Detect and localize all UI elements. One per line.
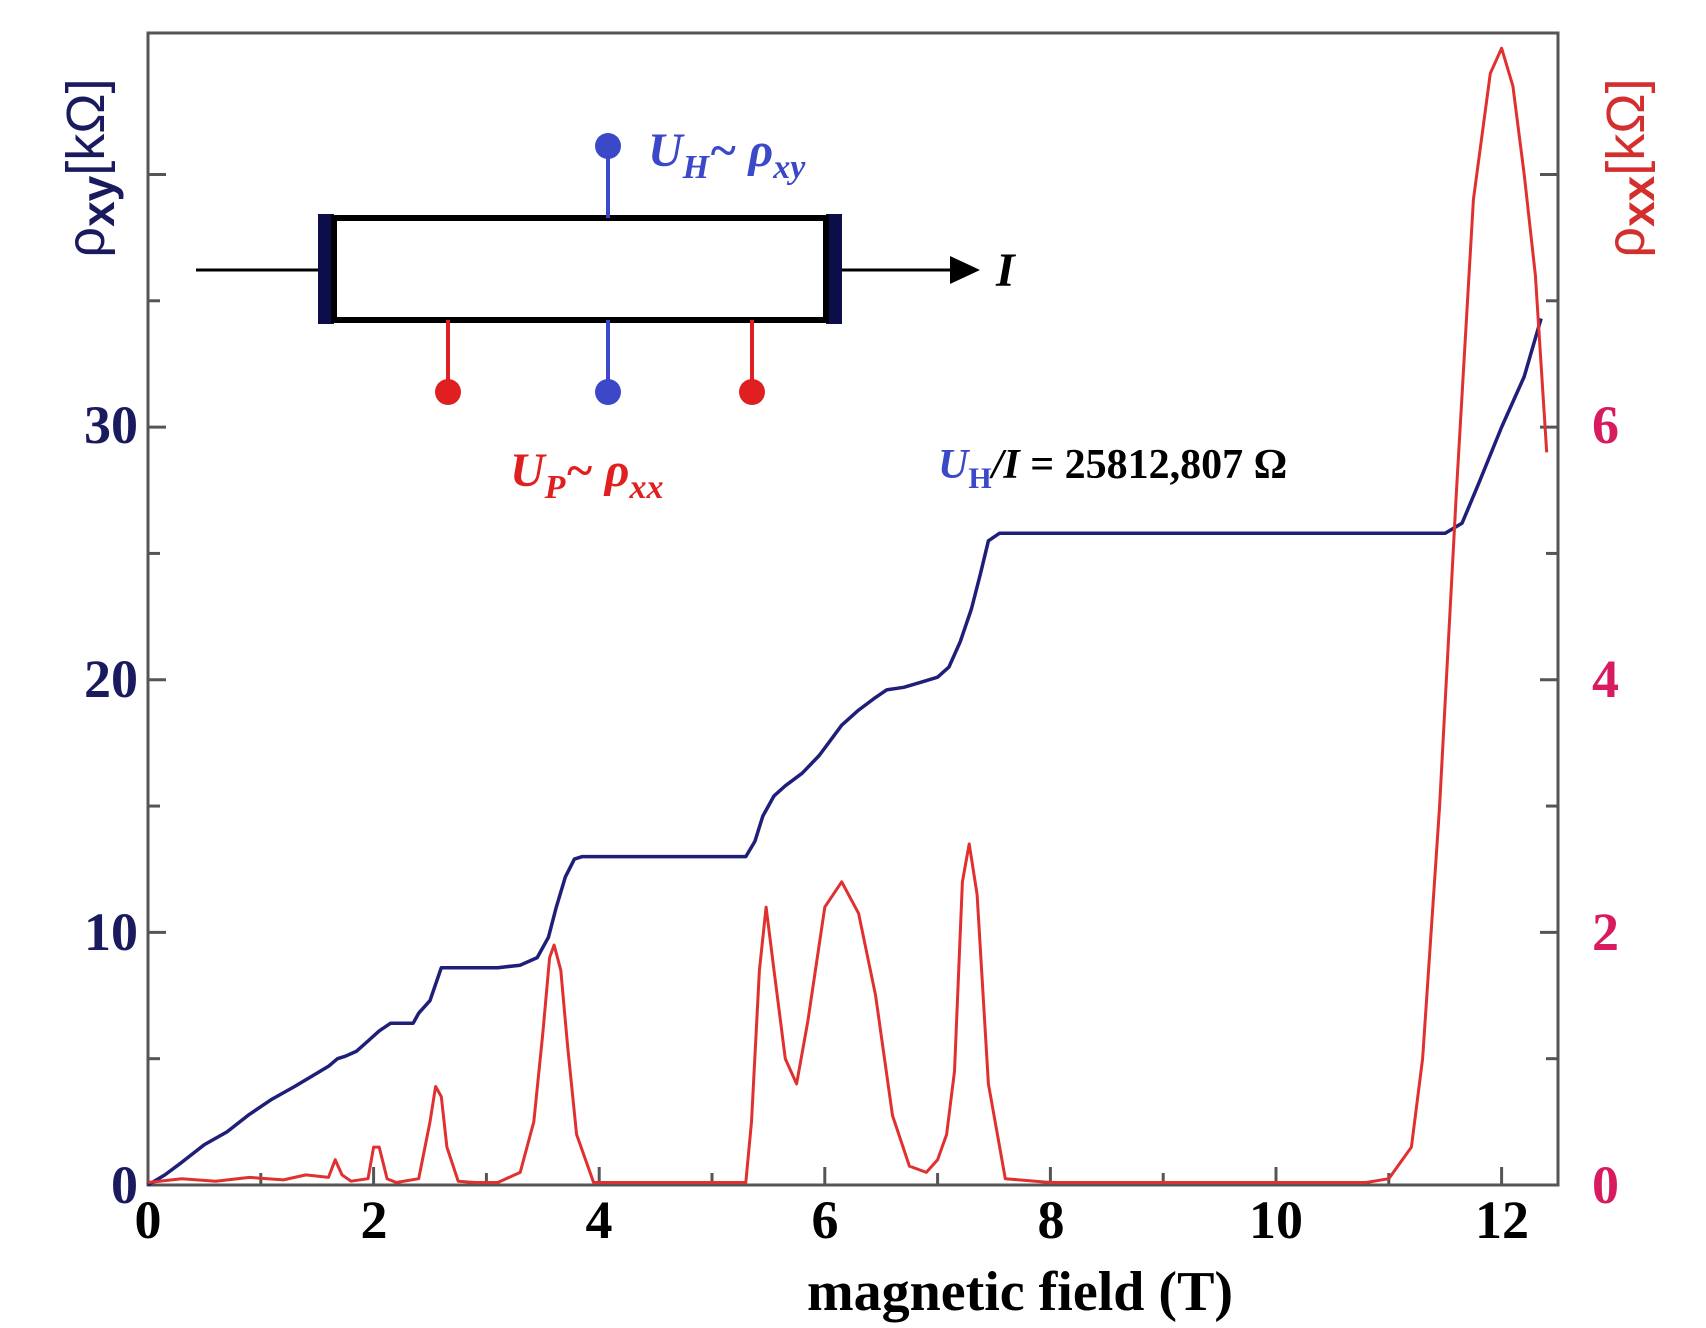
y-right-tick-label: 0 xyxy=(1592,1155,1619,1215)
y-right-axis-label: ρxx[kΩ] xyxy=(1596,78,1664,257)
annotation-i: I xyxy=(1002,442,1021,488)
x-tick-labels: 0 2 4 6 8 10 12 xyxy=(135,1190,1530,1250)
hall-voltage-symbol: U xyxy=(648,124,685,177)
annotation-sub: H xyxy=(968,462,991,495)
rho-xy-series-line xyxy=(147,318,1543,1187)
hall-contact-top-dot xyxy=(595,133,621,159)
y-left-tick-label: 0 xyxy=(111,1155,138,1215)
annotation-slash: / xyxy=(989,442,1007,488)
rho-xx-series-line xyxy=(147,46,1549,1184)
y-right-axis-symbol: ρ xyxy=(1596,227,1656,258)
long-voltage-label: UP~ ρxx xyxy=(510,444,664,506)
x-tick-label: 0 xyxy=(135,1190,162,1250)
y-right-tick-label: 6 xyxy=(1592,395,1619,455)
hall-voltage-relation-subscript: xy xyxy=(772,149,806,186)
x-tick-label: 8 xyxy=(1038,1190,1065,1250)
long-voltage-relation: ~ ρ xyxy=(565,444,629,497)
plot-frame xyxy=(146,31,1560,1187)
y-right-axis-unit: [kΩ] xyxy=(1596,78,1656,175)
hall-bar-schematic: I UH~ ρxy UP~ ρxx xyxy=(196,124,1017,506)
long-contact-left-dot xyxy=(435,379,461,405)
hall-voltage-label: UH~ ρxy xyxy=(648,124,806,186)
tick-marks xyxy=(146,172,1558,1187)
x-tick-label: 12 xyxy=(1475,1190,1529,1250)
left-contact-pad xyxy=(318,214,334,324)
hall-bar xyxy=(331,215,829,323)
y-right-tick-labels: 0 2 4 6 xyxy=(1592,395,1619,1215)
long-voltage-relation-subscript: xx xyxy=(629,469,664,506)
annotation-u: U xyxy=(938,442,971,488)
y-left-tick-label: 20 xyxy=(84,649,138,709)
x-tick-label: 6 xyxy=(812,1190,839,1250)
x-tick-label: 10 xyxy=(1249,1190,1303,1250)
plateau-annotation: UH/I = 25812,807 Ω xyxy=(938,442,1287,495)
y-left-tick-label: 30 xyxy=(84,395,138,455)
y-left-tick-label: 10 xyxy=(84,902,138,962)
annotation-value: = 25812,807 Ω xyxy=(1020,442,1288,488)
y-left-axis-subscript: xy xyxy=(72,175,124,227)
hall-voltage-relation: ~ ρ xyxy=(709,124,773,177)
x-axis-label: magnetic field (T) xyxy=(807,1261,1233,1323)
hall-voltage-subscript: H xyxy=(682,149,711,186)
y-right-tick-label: 2 xyxy=(1592,902,1619,962)
x-tick-label: 2 xyxy=(361,1190,388,1250)
long-voltage-symbol: U xyxy=(510,444,547,497)
y-left-axis-label: ρxy[kΩ] xyxy=(56,78,124,257)
hall-contact-bottom-dot xyxy=(595,379,621,405)
y-left-axis-unit: [kΩ] xyxy=(56,78,116,175)
y-right-tick-label: 4 xyxy=(1592,649,1619,709)
y-right-axis-subscript: xx xyxy=(1612,175,1664,227)
long-contact-right-dot xyxy=(739,379,765,405)
series-layer xyxy=(147,46,1549,1187)
y-left-axis-symbol: ρ xyxy=(56,227,116,258)
current-label: I xyxy=(995,244,1017,297)
long-voltage-subscript: P xyxy=(544,469,566,506)
x-tick-label: 4 xyxy=(586,1190,613,1250)
right-contact-pad xyxy=(826,214,842,324)
current-arrow-icon xyxy=(950,256,980,284)
y-left-tick-labels: 0 10 20 30 xyxy=(84,395,138,1215)
